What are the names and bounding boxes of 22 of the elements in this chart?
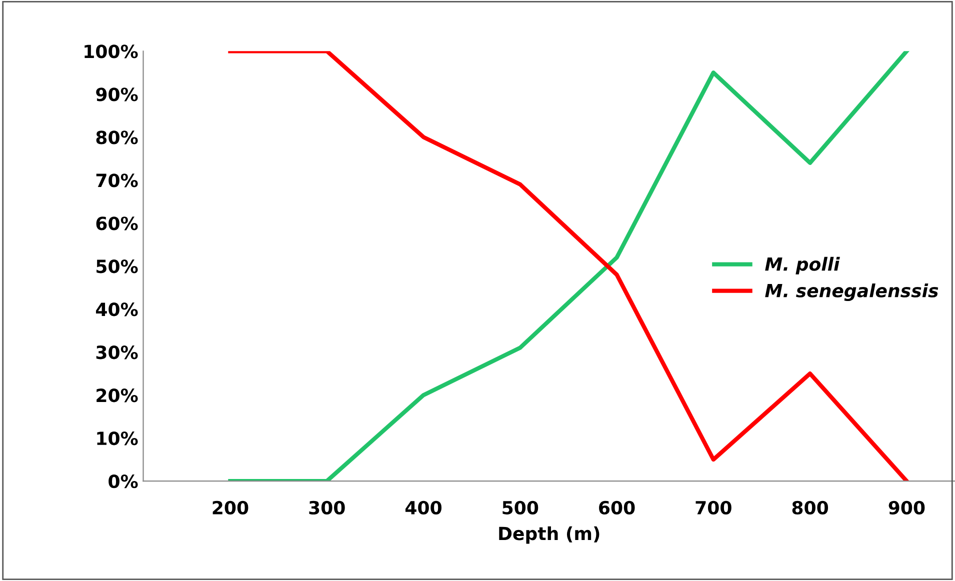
x-tick-label: 300 — [309, 500, 345, 514]
y-tick-label: 50% — [96, 260, 138, 274]
x-tick-label: 400 — [405, 500, 442, 514]
x-tick-label: 200 — [212, 500, 248, 514]
y-tick-label: 20% — [96, 388, 138, 402]
y-tick-label: 70% — [96, 174, 138, 188]
x-axis-title: Depth (m) — [499, 526, 600, 544]
y-tick-label: 40% — [96, 302, 138, 316]
y-tick-label: 80% — [96, 130, 138, 144]
legend-label: M. polli — [765, 256, 840, 274]
y-tick-label: 10% — [97, 432, 138, 446]
legend-label: M. senegalenssis — [765, 283, 938, 302]
x-tick-label: 500 — [502, 500, 538, 514]
x-tick-label: 800 — [792, 500, 828, 514]
y-tick-label: 30% — [96, 346, 138, 360]
x-tick-label: 600 — [599, 500, 635, 514]
y-tick-label: 90% — [96, 88, 138, 102]
x-tick-label: 900 — [888, 500, 925, 514]
x-tick-label: 700 — [696, 500, 732, 514]
y-tick-label: 60% — [96, 216, 138, 230]
y-tick-label: 0% — [108, 474, 138, 488]
y-tick-label: 100% — [84, 44, 138, 58]
